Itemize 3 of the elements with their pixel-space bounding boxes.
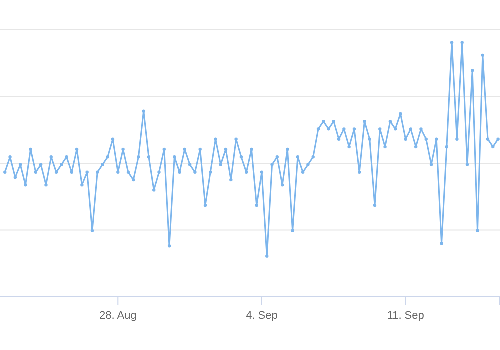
x-tick-label: 4. Sep bbox=[246, 310, 278, 322]
x-tick-label: 28. Aug bbox=[99, 310, 137, 322]
x-tick-label: 11. Sep bbox=[387, 310, 424, 322]
